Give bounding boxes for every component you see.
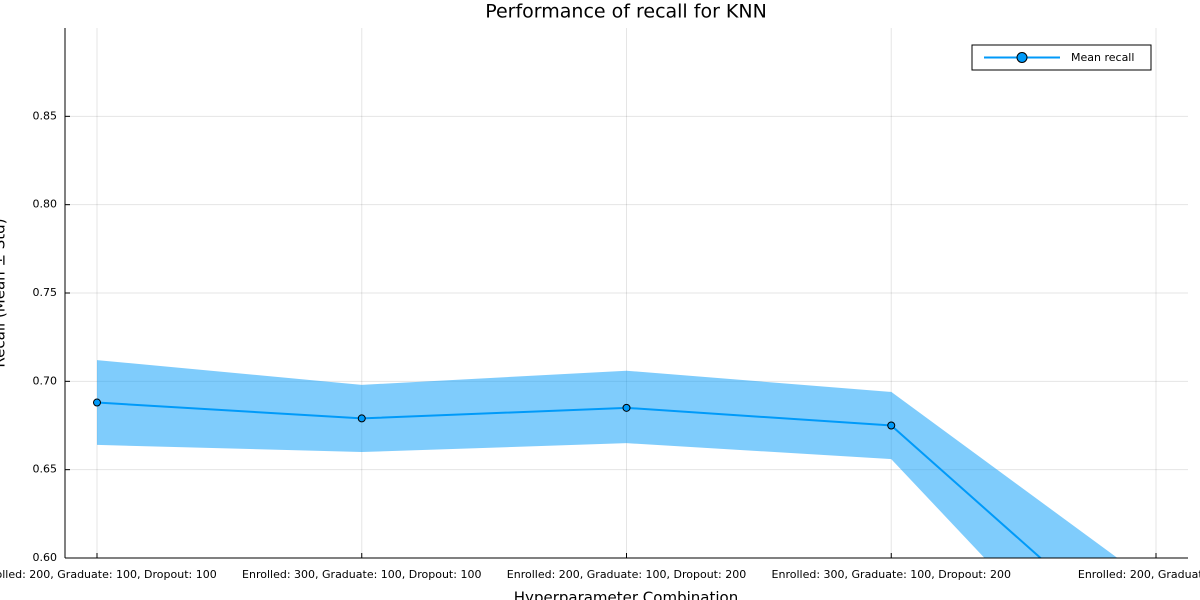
y-tick-label: 0.85 [33,109,58,122]
x-tick-label: Enrolled: 200, Graduate: 50, [1078,568,1200,581]
x-tick-label: Enrolled: 200, Graduate: 100, Dropout: 1… [0,568,217,581]
x-tick-label: Enrolled: 300, Graduate: 100, Dropout: 2… [772,568,1011,581]
y-axis-label: Recall (Mean ± Std) [0,218,9,367]
x-tick-label: Enrolled: 300, Graduate: 100, Dropout: 1… [242,568,481,581]
y-tick-label: 0.70 [33,374,58,387]
y-tick-label: 0.75 [33,286,58,299]
y-tick-label: 0.65 [33,463,58,476]
legend-label: Mean recall [1071,51,1134,64]
grid [65,28,1188,559]
x-tick-label: Enrolled: 200, Graduate: 100, Dropout: 2… [507,568,746,581]
x-axis-label: Hyperparameter Combination [514,589,738,600]
marker [357,414,366,423]
chart-title: Performance of recall for KNN [485,1,767,23]
marker [887,421,896,430]
y-tick-label: 0.80 [33,198,58,211]
legend-marker [1016,52,1028,63]
marker [93,398,101,407]
y-tick-label: 0.60 [33,551,58,564]
error-band [97,360,1118,558]
plot-area [93,360,1118,558]
legend: Mean recall [971,44,1152,71]
marker [622,403,631,412]
